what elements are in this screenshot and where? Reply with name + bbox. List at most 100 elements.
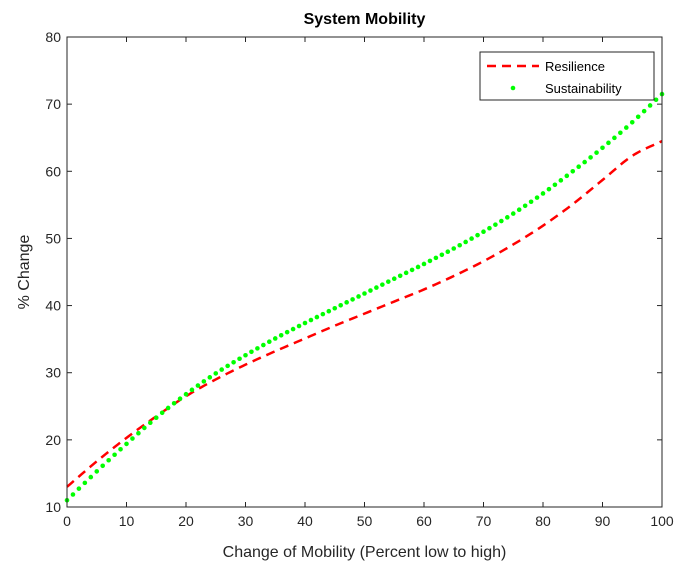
data-point-sustainability <box>195 383 201 388</box>
data-point-sustainability <box>409 267 415 273</box>
data-point-sustainability <box>475 232 480 238</box>
legend-label-sustainability: Sustainability <box>545 81 622 96</box>
data-point-sustainability <box>564 173 570 179</box>
data-point-sustainability <box>118 446 123 452</box>
data-point-sustainability <box>338 303 344 308</box>
data-point-sustainability <box>439 252 445 258</box>
data-point-sustainability <box>159 410 165 416</box>
x-tick-label: 30 <box>238 513 254 529</box>
series-line-resilience <box>66 139 663 488</box>
data-point-sustainability <box>510 211 516 216</box>
y-tick-label: 10 <box>45 499 61 515</box>
data-point-sustainability <box>344 300 349 305</box>
data-point-sustainability <box>427 258 433 264</box>
y-tick-label: 50 <box>45 230 61 246</box>
y-tick-label: 40 <box>45 298 61 314</box>
data-point-sustainability <box>225 363 230 369</box>
series-sustainability <box>64 91 665 503</box>
data-point-sustainability <box>445 249 451 254</box>
data-point-sustainability <box>552 182 558 188</box>
data-point-sustainability <box>618 130 623 136</box>
data-point-sustainability <box>570 168 576 174</box>
data-point-sustainability <box>540 191 546 196</box>
data-point-sustainability <box>272 336 278 341</box>
data-point-sustainability <box>219 367 224 372</box>
data-point-sustainability <box>296 323 302 329</box>
data-point-sustainability <box>231 359 236 365</box>
plot-frame <box>66 36 663 508</box>
data-point-sustainability <box>653 97 659 103</box>
y-tick-label: 20 <box>45 432 61 448</box>
data-point-sustainability <box>94 469 100 474</box>
data-point-sustainability <box>326 308 332 314</box>
data-point-sustainability <box>629 119 635 125</box>
data-point-sustainability <box>177 396 183 401</box>
x-tick-label: 90 <box>595 513 611 529</box>
data-point-sustainability <box>403 270 409 276</box>
data-point-sustainability <box>516 207 522 213</box>
legend: Resilience Sustainability <box>479 51 655 101</box>
data-point-sustainability <box>314 314 320 320</box>
data-point-sustainability <box>165 405 171 411</box>
data-point-sustainability <box>148 420 153 426</box>
x-axis-label: Change of Mobility (Percent low to high) <box>223 544 507 561</box>
data-point-sustainability <box>308 317 314 323</box>
data-point-sustainability <box>267 339 272 345</box>
legend-swatch-sustainability <box>510 85 516 91</box>
data-point-sustainability <box>332 305 338 311</box>
data-point-sustainability <box>100 463 105 469</box>
x-tick-label: 0 <box>63 513 71 529</box>
data-point-sustainability <box>386 279 391 284</box>
data-point-sustainability <box>522 203 528 209</box>
data-point-sustainability <box>588 155 593 160</box>
y-tick-label: 30 <box>45 365 61 381</box>
data-point-sustainability <box>356 294 361 299</box>
data-point-sustainability <box>249 349 254 355</box>
x-tick-label: 50 <box>357 513 373 529</box>
data-point-sustainability <box>320 311 326 317</box>
x-tick-label: 10 <box>119 513 135 529</box>
x-tick-label: 80 <box>535 513 551 529</box>
data-point-sustainability <box>594 150 599 155</box>
data-point-sustainability <box>457 242 463 248</box>
data-point-sustainability <box>261 342 266 348</box>
chart-title: System Mobility <box>304 11 426 28</box>
data-point-sustainability <box>368 288 373 293</box>
data-point-sustainability <box>415 264 421 270</box>
data-point-sustainability <box>380 282 385 287</box>
data-point-sustainability <box>112 452 117 458</box>
data-point-sustainability <box>612 135 617 141</box>
x-tick-label: 40 <box>297 513 313 529</box>
data-point-sustainability <box>433 255 439 261</box>
data-point-sustainability <box>183 391 189 397</box>
data-point-sustainability <box>624 125 629 130</box>
data-point-sustainability <box>153 415 159 421</box>
data-point-sustainability <box>88 474 94 480</box>
data-point-sustainability <box>546 186 552 192</box>
plot-area-background <box>67 37 662 507</box>
series-resilience <box>66 139 663 488</box>
data-point-sustainability <box>237 356 242 362</box>
data-point-sustainability <box>284 329 290 335</box>
x-tick-label: 20 <box>178 513 194 529</box>
data-point-sustainability <box>463 239 468 245</box>
data-point-sustainability <box>641 108 647 114</box>
data-point-sustainability <box>290 326 296 332</box>
data-point-sustainability <box>534 195 540 200</box>
data-point-sustainability <box>505 215 510 220</box>
data-point-sustainability <box>421 261 427 267</box>
data-point-sustainability <box>207 375 213 380</box>
data-point-sustainability <box>528 199 534 205</box>
data-point-sustainability <box>469 236 474 241</box>
data-point-sustainability <box>278 332 284 338</box>
data-point-sustainability <box>606 140 611 146</box>
data-point-sustainability <box>481 229 486 235</box>
data-point-sustainability <box>558 178 564 183</box>
data-point-sustainability <box>576 164 581 169</box>
data-point-sustainability <box>213 371 219 376</box>
legend-label-resilience: Resilience <box>545 59 605 74</box>
y-tick-label: 60 <box>45 163 61 179</box>
data-point-sustainability <box>493 222 498 227</box>
